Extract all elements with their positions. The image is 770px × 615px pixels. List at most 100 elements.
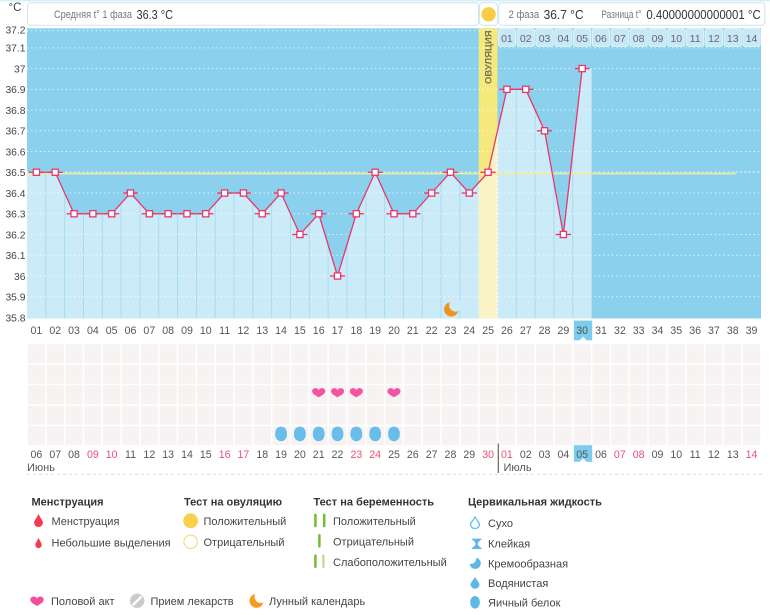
svg-text:Половой акт: Половой акт [51,596,115,608]
svg-text:Положительный: Положительный [204,516,287,528]
svg-text:08: 08 [633,33,645,45]
svg-text:02: 02 [520,33,532,45]
svg-text:11: 11 [219,325,230,337]
svg-text:16: 16 [313,325,325,337]
svg-text:04: 04 [87,325,99,337]
svg-text:01: 01 [31,325,43,337]
svg-text:01: 01 [501,449,513,461]
svg-text:26: 26 [407,449,419,461]
svg-text:17: 17 [332,325,344,337]
svg-text:36: 36 [689,325,701,337]
svg-text:03: 03 [539,449,551,461]
svg-text:24: 24 [463,325,475,337]
svg-text:10: 10 [670,33,682,45]
svg-text:10: 10 [200,325,212,337]
svg-text:29: 29 [463,449,475,461]
svg-text:Кремообразная: Кремообразная [488,559,568,571]
svg-text:ОВУЛЯЦИЯ: ОВУЛЯЦИЯ [483,30,494,84]
svg-text:15: 15 [200,449,212,461]
svg-text:23: 23 [445,325,457,337]
svg-text:14: 14 [181,449,193,461]
svg-text:11: 11 [690,449,701,461]
svg-text:36.7 °C: 36.7 °C [544,8,584,22]
svg-text:13: 13 [727,449,739,461]
svg-text:03: 03 [539,33,551,45]
svg-text:33: 33 [633,325,645,337]
svg-text:36.7: 36.7 [5,127,25,138]
svg-text:20: 20 [388,325,400,337]
svg-text:29: 29 [557,325,569,337]
svg-text:09: 09 [652,449,664,461]
svg-text:07: 07 [143,325,155,337]
svg-text:Водянистая: Водянистая [488,578,548,590]
svg-text:25: 25 [482,325,494,337]
svg-text:24: 24 [369,449,381,461]
svg-text:07: 07 [49,449,61,461]
svg-text:28: 28 [539,325,551,337]
svg-text:26: 26 [501,325,513,337]
svg-text:07: 07 [614,449,626,461]
svg-text:Июнь: Июнь [27,462,55,474]
svg-text:Разница t°: Разница t° [601,9,641,21]
svg-text:36.8: 36.8 [5,106,25,117]
svg-text:08: 08 [162,325,174,337]
svg-text:05: 05 [576,33,588,45]
svg-text:12: 12 [238,325,250,337]
svg-text:36.6: 36.6 [5,147,25,158]
svg-text:Цервикальная жидкость: Цервикальная жидкость [468,497,602,509]
svg-text:12: 12 [708,33,720,45]
svg-text:Менструация: Менструация [32,497,104,509]
svg-text:14: 14 [746,449,758,461]
svg-text:09: 09 [87,449,99,461]
svg-text:06: 06 [595,449,607,461]
svg-text:10: 10 [106,449,118,461]
svg-text:35.8: 35.8 [5,313,25,324]
svg-text:07: 07 [614,33,626,45]
svg-text:Прием лекарств: Прием лекарств [151,596,234,608]
svg-text:19: 19 [275,449,287,461]
svg-text:38: 38 [727,325,739,337]
svg-text:35.9: 35.9 [5,293,25,304]
svg-text:Яичный белок: Яичный белок [488,598,561,610]
svg-text:36.3: 36.3 [5,210,25,221]
svg-text:39: 39 [746,325,758,337]
svg-text:°C: °C [9,2,22,14]
svg-text:22: 22 [332,449,344,461]
svg-text:05: 05 [576,449,588,461]
svg-text:30: 30 [576,325,588,337]
svg-text:27: 27 [426,449,438,461]
svg-text:27: 27 [520,325,532,337]
svg-text:18: 18 [350,325,362,337]
svg-text:34: 34 [652,325,664,337]
svg-text:36.2: 36.2 [5,230,25,241]
svg-text:Клейкая: Клейкая [488,539,530,551]
svg-text:Слабоположительный: Слабоположительный [333,557,447,569]
svg-text:15: 15 [294,325,306,337]
svg-text:Положительный: Положительный [333,516,416,528]
svg-text:06: 06 [31,449,43,461]
svg-text:09: 09 [652,33,664,45]
svg-text:10: 10 [670,449,682,461]
svg-text:Небольшие выделения: Небольшие выделения [52,538,171,550]
svg-text:04: 04 [557,449,569,461]
svg-text:18: 18 [256,449,268,461]
svg-text:37: 37 [708,325,720,337]
svg-text:08: 08 [633,449,645,461]
svg-text:0.40000000000001 °C: 0.40000000000001 °C [646,8,760,22]
svg-text:01: 01 [501,33,513,45]
svg-text:Менструация: Менструация [52,516,120,528]
svg-text:12: 12 [708,449,720,461]
svg-text:32: 32 [614,325,626,337]
svg-text:36.9: 36.9 [5,85,25,96]
svg-text:25: 25 [388,449,400,461]
svg-text:36.3 °C: 36.3 °C [137,8,174,22]
svg-text:36.4: 36.4 [5,189,25,200]
svg-text:22: 22 [426,325,438,337]
svg-text:14: 14 [275,325,287,337]
svg-text:20: 20 [294,449,306,461]
svg-text:35: 35 [670,325,682,337]
svg-text:08: 08 [68,449,80,461]
svg-text:05: 05 [106,325,118,337]
svg-text:Средняя t° 1 фаза: Средняя t° 1 фаза [54,9,133,21]
svg-text:31: 31 [595,325,607,337]
